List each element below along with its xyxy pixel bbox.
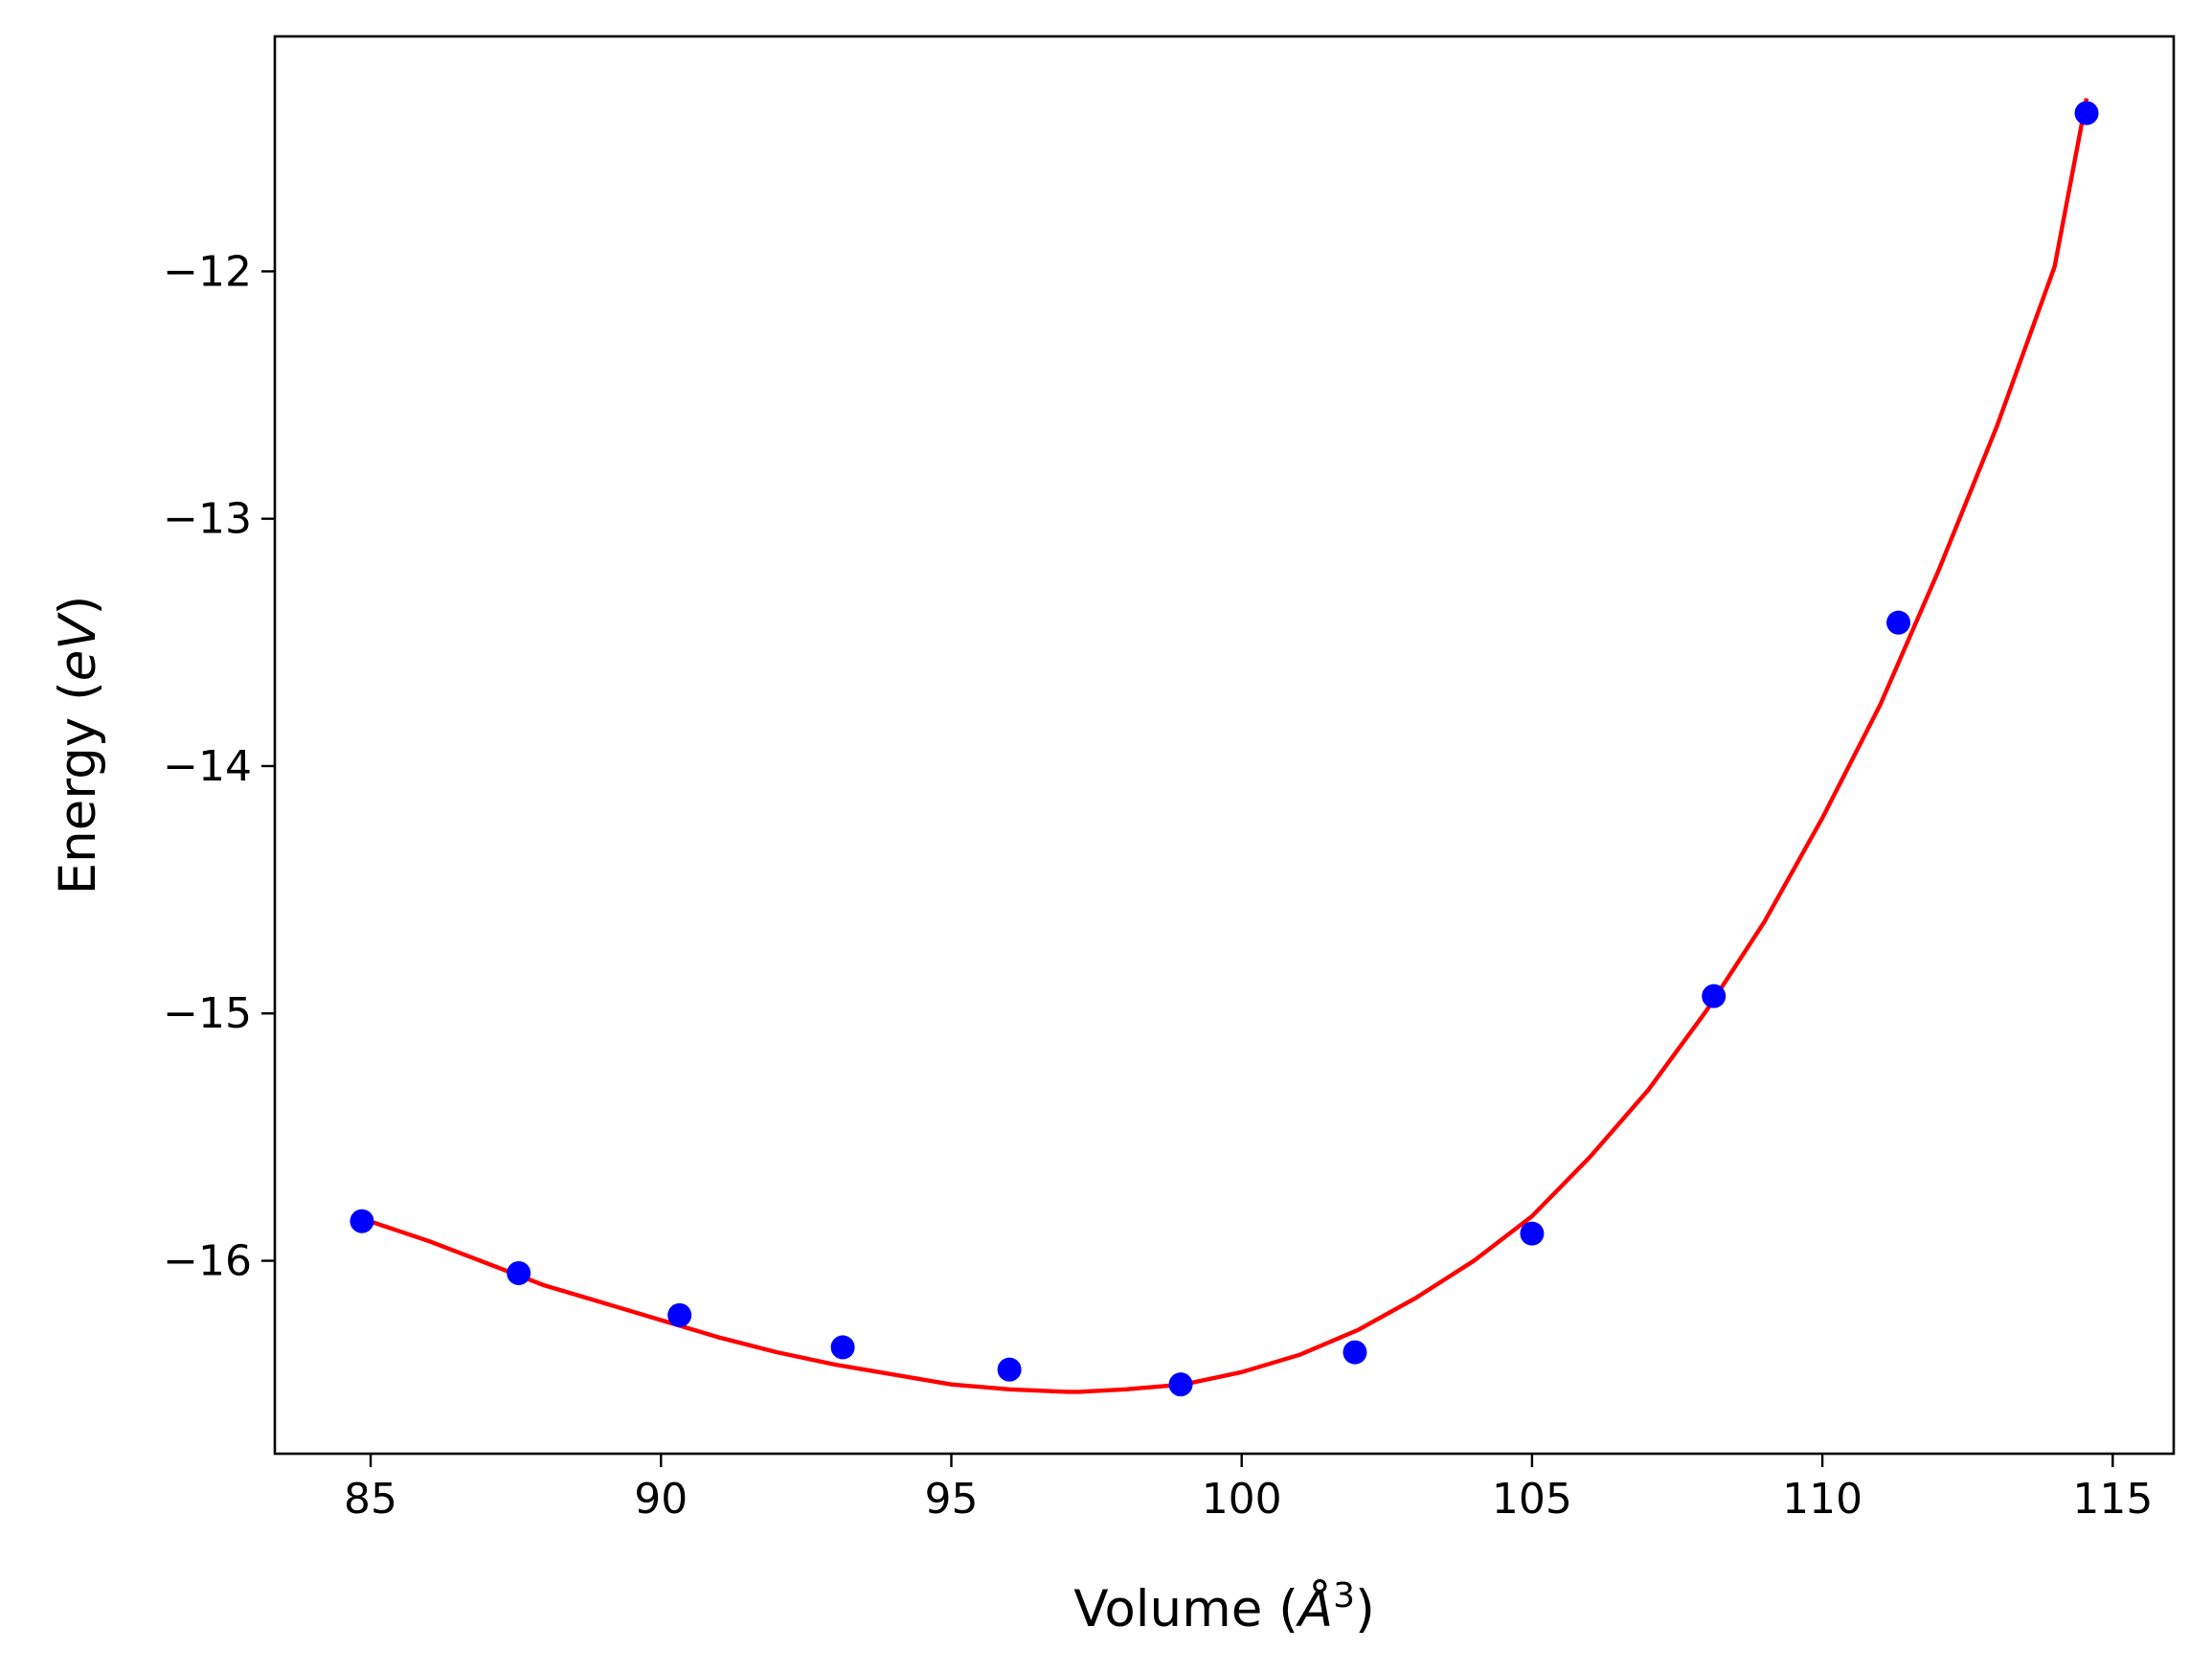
data-point <box>2074 101 2099 125</box>
data-point <box>667 1302 692 1327</box>
y-tick-label: −13 <box>163 495 252 544</box>
series-layer <box>350 98 2099 1397</box>
x-tick-label: 105 <box>1492 1475 1572 1524</box>
data-point <box>1343 1340 1367 1365</box>
y-axis-ticks: −16 −15 −14 −13 −12 <box>163 247 275 1286</box>
y-tick-label: −15 <box>163 989 252 1038</box>
data-point <box>997 1357 1022 1382</box>
x-tick-label: 100 <box>1202 1475 1282 1524</box>
x-axis-label: Volume (Å3) <box>1073 1576 1375 1639</box>
x-tick-label: 115 <box>2072 1475 2153 1524</box>
x-axis-ticks: 85 90 95 100 105 110 115 <box>344 1454 2153 1524</box>
y-tick-label: −12 <box>163 247 252 296</box>
y-tick-label: −14 <box>163 742 252 791</box>
x-tick-label: 85 <box>344 1475 397 1524</box>
data-point <box>350 1209 374 1233</box>
data-point <box>1168 1372 1193 1397</box>
x-tick-label: 110 <box>1782 1475 1862 1524</box>
data-point <box>1886 610 1911 635</box>
data-point <box>507 1260 531 1285</box>
y-tick-label: −16 <box>163 1237 252 1286</box>
y-axis-label: Energy (eV) <box>49 596 107 895</box>
x-tick-label: 95 <box>924 1475 978 1524</box>
plot-area-frame <box>273 34 2176 1456</box>
data-point <box>1520 1221 1545 1246</box>
x-tick-label: 90 <box>634 1475 688 1524</box>
data-point <box>830 1335 855 1360</box>
data-point <box>1702 983 1727 1008</box>
